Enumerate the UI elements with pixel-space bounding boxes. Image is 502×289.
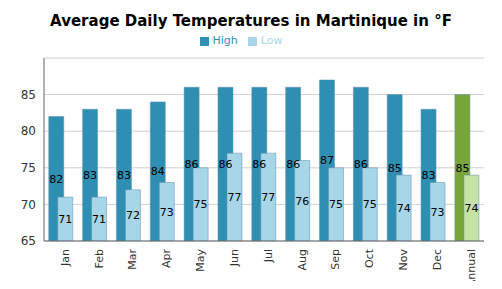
svg-text:86: 86 [218, 158, 232, 171]
svg-text:83: 83 [422, 169, 436, 182]
svg-text:71: 71 [58, 213, 72, 226]
svg-text:Oct: Oct [363, 248, 376, 268]
svg-text:84: 84 [151, 165, 165, 178]
svg-text:Feb: Feb [93, 249, 106, 268]
html-text:Low: Low [260, 34, 283, 47]
svg-text:73: 73 [160, 206, 174, 219]
svg-text:Jul: Jul [262, 249, 275, 263]
svg-text:65: 65 [21, 234, 36, 248]
svg-text:Jan: Jan [59, 249, 72, 267]
svg-text:Dec: Dec [431, 249, 444, 270]
svg-text:85: 85 [455, 162, 469, 175]
svg-text:Apr: Apr [160, 249, 173, 269]
svg-text:Mar: Mar [126, 249, 139, 270]
svg-text:85: 85 [388, 162, 402, 175]
svg-text:86: 86 [286, 158, 300, 171]
svg-text:87: 87 [320, 154, 334, 167]
svg-text:76: 76 [295, 195, 309, 208]
svg-text:72: 72 [126, 209, 140, 222]
svg-text:77: 77 [227, 191, 241, 204]
svg-text:71: 71 [92, 213, 106, 226]
svg-text:85: 85 [21, 88, 36, 102]
svg-text:73: 73 [431, 206, 445, 219]
svg-text:74: 74 [464, 202, 478, 215]
html-text:High: High [212, 34, 238, 47]
svg-text:Aug: Aug [296, 249, 309, 270]
svg-text:May: May [194, 249, 207, 272]
svg-text:86: 86 [185, 158, 199, 171]
svg-text:Annual: Annual [465, 249, 478, 281]
svg-text:83: 83 [83, 169, 97, 182]
svg-text:70: 70 [21, 198, 36, 212]
svg-text:Sep: Sep [330, 249, 343, 270]
svg-text:80: 80 [21, 124, 36, 138]
svg-text:86: 86 [252, 158, 266, 171]
svg-text:77: 77 [261, 191, 275, 204]
svg-text:75: 75 [21, 161, 36, 175]
svg-text:86: 86 [354, 158, 368, 171]
svg-text:75: 75 [363, 198, 377, 211]
svg-text:82: 82 [49, 173, 63, 186]
svg-text:74: 74 [397, 202, 411, 215]
svg-text:83: 83 [117, 169, 131, 182]
html-text:Average Daily Temperatures in: Average Daily Temperatures in Martinique… [50, 12, 452, 30]
svg-text:75: 75 [329, 198, 343, 211]
svg-text:Nov: Nov [397, 249, 410, 271]
svg-text:75: 75 [194, 198, 208, 211]
svg-text:Jun: Jun [228, 249, 241, 267]
